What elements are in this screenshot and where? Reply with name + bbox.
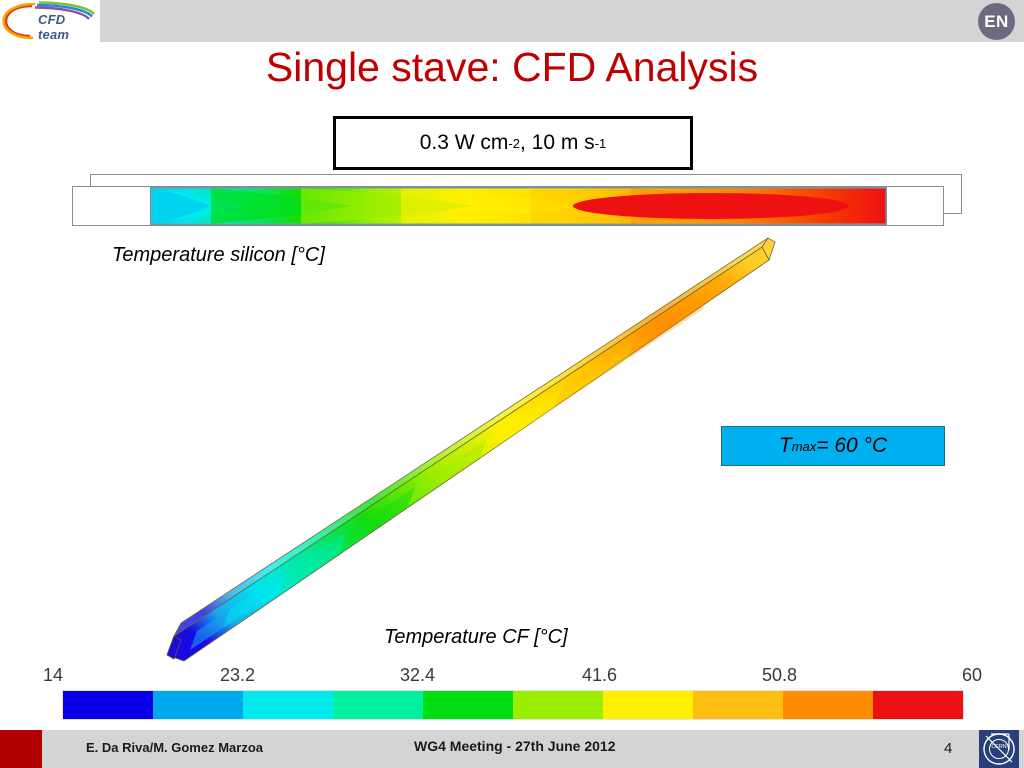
- footer-bar: [0, 730, 1024, 768]
- cfd-team-logo-label: CFD team: [38, 12, 70, 42]
- cf-label: Temperature CF [°C]: [384, 626, 568, 648]
- condition-sup-2: -1: [594, 135, 607, 151]
- footer-accent-block: [0, 730, 42, 768]
- rainbow-arc-icon: [2, 1, 95, 40]
- colorbar-band-8: [783, 691, 873, 719]
- header-bar: [100, 0, 1024, 42]
- condition-box: 0.3 W cm -2, 10 m s -1: [333, 116, 693, 170]
- colorbar-tick-labels: 14 23.2 32.4 41.6 50.8 60: [0, 665, 1024, 689]
- tmax-subscript: max: [791, 438, 817, 454]
- footer-page-number: 4: [944, 740, 953, 757]
- footer-meeting: WG4 Meeting - 27th June 2012: [414, 738, 616, 754]
- colorbar-band-7: [693, 691, 783, 719]
- condition-middle: , 10 m s: [519, 131, 595, 154]
- page-title: Single stave: CFD Analysis: [265, 44, 759, 90]
- colorbar-tick-2: 32.4: [400, 665, 436, 685]
- cf-temperature-map: [150, 230, 790, 680]
- silicon-label: Temperature silicon [°C]: [112, 244, 325, 266]
- condition-prefix: 0.3 W cm: [419, 131, 509, 154]
- cern-logo: CERN: [979, 730, 1019, 768]
- cfd-team-logo: CFD team: [0, 0, 100, 42]
- colorbar-tick-0: 14: [43, 665, 64, 685]
- colorbar-tick-5: 60: [962, 665, 983, 685]
- tmax-value: = 60 °C: [816, 434, 888, 457]
- colorbar-band-9: [873, 691, 963, 719]
- colorbar-band-6: [603, 691, 693, 719]
- tmax-symbol: T: [778, 434, 792, 457]
- cf-stave-body: [166, 237, 776, 662]
- colorbar-band-3: [333, 691, 423, 719]
- svg-text:CERN: CERN: [991, 744, 1006, 750]
- condition-sup-1: -2: [508, 135, 520, 151]
- colorbar: [62, 690, 964, 720]
- colorbar-tick-1: 23.2: [220, 665, 256, 685]
- silicon-contour-strip: [150, 187, 887, 225]
- colorbar-band-2: [243, 691, 333, 719]
- colorbar-tick-3: 41.6: [582, 665, 618, 685]
- colorbar-band-1: [153, 691, 243, 719]
- footer-author: E. Da Riva/M. Gomez Marzoa: [86, 740, 263, 755]
- cern-logo-icon: CERN: [983, 733, 1015, 765]
- colorbar-band-4: [423, 691, 513, 719]
- colorbar-band-5: [513, 691, 603, 719]
- colorbar-tick-4: 50.8: [762, 665, 798, 685]
- silicon-temperature-map: [72, 174, 962, 226]
- en-badge: EN: [978, 3, 1015, 40]
- colorbar-band-0: [63, 691, 153, 719]
